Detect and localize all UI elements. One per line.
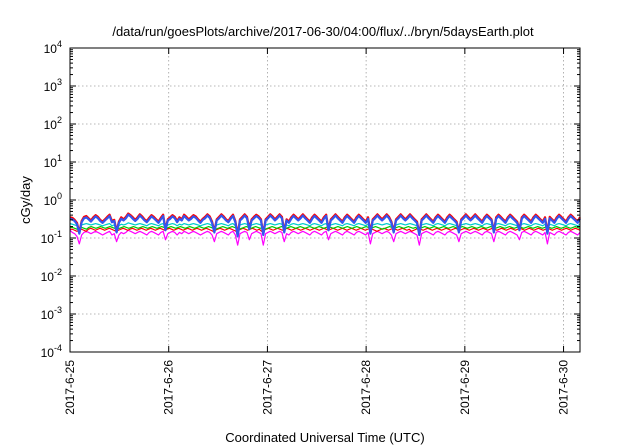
y-tick-label: 100 (44, 191, 62, 208)
y-tick-label: 10-2 (41, 267, 62, 284)
x-tick-label: 2017-6-30 (557, 360, 571, 415)
chart-title: /data/run/goesPlots/archive/2017-06-30/0… (112, 24, 534, 39)
grid (70, 48, 580, 352)
x-tick-label: 2017-6-28 (359, 360, 373, 415)
y-axis-label: cGy/day (18, 176, 33, 224)
series-line (69, 229, 581, 246)
y-tick-label: 101 (44, 153, 62, 170)
axes: 10-4 10-3 10-2 10-1 100 101 102 103 104 2017-6-25… (41, 39, 580, 415)
x-tick-label: 2017-6-29 (458, 360, 472, 415)
series-line (69, 213, 581, 238)
y-tick-label: 104 (44, 39, 62, 56)
y-tick-label: 10-1 (41, 229, 62, 246)
x-tick-label: 2017-6-25 (63, 360, 77, 415)
y-tick-label: 10-3 (41, 305, 62, 322)
x-tick-label: 2017-6-27 (260, 360, 274, 415)
series-group (69, 212, 581, 246)
y-tick-label: 102 (44, 115, 62, 132)
y-tick-label: 103 (44, 77, 62, 94)
x-axis-label: Coordinated Universal Time (UTC) (225, 430, 424, 445)
series-line (70, 227, 581, 232)
x-tick-label: 2017-6-26 (162, 360, 176, 415)
y-tick-label: 10-4 (41, 343, 62, 360)
